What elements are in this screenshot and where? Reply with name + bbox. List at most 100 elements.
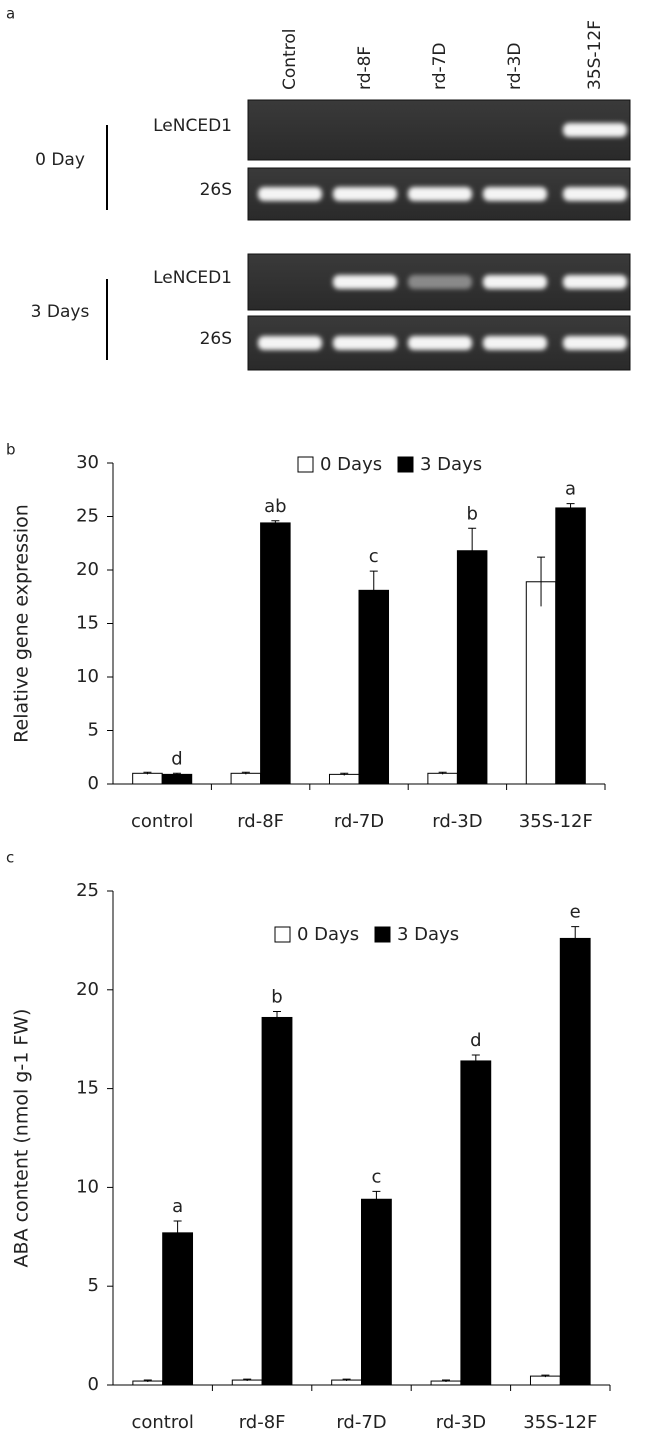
- gel-band: [483, 187, 547, 201]
- error-bar: [441, 1379, 450, 1383]
- error-bar: [571, 926, 580, 951]
- x-tick-label: 35S-12F: [523, 1412, 597, 1433]
- bar: [460, 1060, 492, 1386]
- gel-band: [483, 275, 547, 289]
- x-tick-label: rd-7D: [334, 811, 384, 832]
- error-bar: [537, 556, 546, 607]
- legend-label: 0 Days: [320, 454, 382, 475]
- row-label: 26S: [200, 180, 232, 200]
- error-bar: [273, 1011, 282, 1024]
- error-bar: [468, 527, 477, 574]
- bar: [529, 1375, 561, 1386]
- group-label: 3 Days: [31, 302, 90, 322]
- bar: [260, 522, 291, 785]
- gel-band: [483, 336, 547, 350]
- gel-band: [563, 187, 627, 201]
- legend-swatch: [374, 926, 391, 943]
- significance-letter: e: [570, 902, 581, 923]
- x-tick-label: rd-7D: [336, 1412, 386, 1433]
- group-label: 0 Day: [35, 150, 85, 170]
- significance-letter: d: [470, 1030, 481, 1051]
- y-tick-label: 0: [88, 773, 99, 794]
- y-tick-label: 25: [76, 880, 99, 901]
- error-bar: [172, 772, 181, 776]
- error-bar: [471, 1054, 480, 1067]
- bar: [559, 937, 591, 1386]
- error-bar: [173, 1220, 182, 1245]
- error-bar: [541, 1374, 550, 1378]
- significance-letter: a: [172, 1196, 183, 1217]
- y-tick-label: 0: [88, 1374, 99, 1395]
- bar: [261, 1016, 293, 1386]
- x-tick-label: control: [131, 811, 193, 832]
- lane-label: Control: [280, 29, 300, 90]
- x-tick-label: rd-8F: [239, 1412, 286, 1433]
- legend-label: 0 Days: [297, 924, 359, 945]
- y-axis-label: Relative gene expression: [11, 504, 33, 743]
- y-tick-label: 25: [76, 506, 99, 527]
- row-label: LeNCED1: [153, 268, 232, 288]
- significance-letter: c: [371, 1166, 381, 1187]
- panel-label: b: [6, 441, 16, 459]
- significance-letter: b: [466, 503, 477, 524]
- error-bar: [342, 1378, 351, 1382]
- gel-band: [258, 336, 322, 350]
- significance-letter: b: [271, 987, 282, 1008]
- y-tick-label: 20: [76, 559, 99, 580]
- error-bar: [438, 771, 447, 775]
- bar: [361, 1198, 392, 1386]
- x-tick-label: control: [131, 1412, 193, 1433]
- lane-label: rd-3D: [505, 42, 525, 90]
- y-tick-label: 30: [76, 452, 99, 473]
- gel-band: [563, 123, 627, 137]
- y-tick-label: 15: [76, 613, 99, 634]
- bar: [132, 772, 163, 785]
- x-tick-label: 35S-12F: [519, 811, 593, 832]
- gel-band: [563, 275, 627, 289]
- lane-label: 35S-12F: [585, 20, 605, 90]
- gel-band: [408, 275, 472, 289]
- gel-band: [333, 275, 397, 289]
- bar: [555, 507, 586, 785]
- legend-swatch: [397, 456, 414, 473]
- error-bar: [369, 570, 378, 610]
- row-label: LeNCED1: [153, 116, 232, 136]
- bar: [162, 1232, 194, 1386]
- x-tick-label: rd-3D: [436, 1412, 486, 1433]
- significance-letter: ab: [264, 496, 286, 517]
- y-tick-label: 10: [76, 666, 99, 687]
- bar: [161, 773, 193, 785]
- gel-band: [333, 336, 397, 350]
- gel-band: [408, 187, 472, 201]
- bar: [456, 550, 488, 785]
- gel-band: [563, 336, 627, 350]
- lane-label: rd-7D: [430, 42, 450, 90]
- error-bar: [143, 771, 152, 775]
- significance-letter: c: [369, 546, 379, 567]
- y-tick-label: 5: [88, 1275, 99, 1296]
- gel-band: [258, 187, 322, 201]
- y-axis-label: ABA content (nmol g-1 FW): [11, 1009, 33, 1268]
- gel-band: [408, 336, 472, 350]
- bar: [230, 772, 262, 785]
- legend-swatch: [297, 456, 314, 473]
- bar: [525, 581, 557, 785]
- error-bar: [340, 772, 349, 776]
- error-bar: [372, 1190, 381, 1208]
- row-label: 26S: [200, 329, 232, 349]
- significance-letter: d: [171, 748, 182, 769]
- x-tick-label: rd-3D: [432, 811, 482, 832]
- bar: [328, 773, 360, 785]
- bar: [427, 772, 458, 785]
- error-bar: [143, 1379, 152, 1383]
- x-tick-label: rd-8F: [237, 811, 284, 832]
- error-bar: [566, 503, 575, 513]
- y-tick-label: 20: [76, 979, 99, 1000]
- error-bar: [241, 771, 250, 775]
- panel-label: c: [6, 849, 14, 867]
- panel-label: a: [6, 5, 15, 23]
- bar: [358, 589, 390, 785]
- legend-label: 3 Days: [397, 924, 459, 945]
